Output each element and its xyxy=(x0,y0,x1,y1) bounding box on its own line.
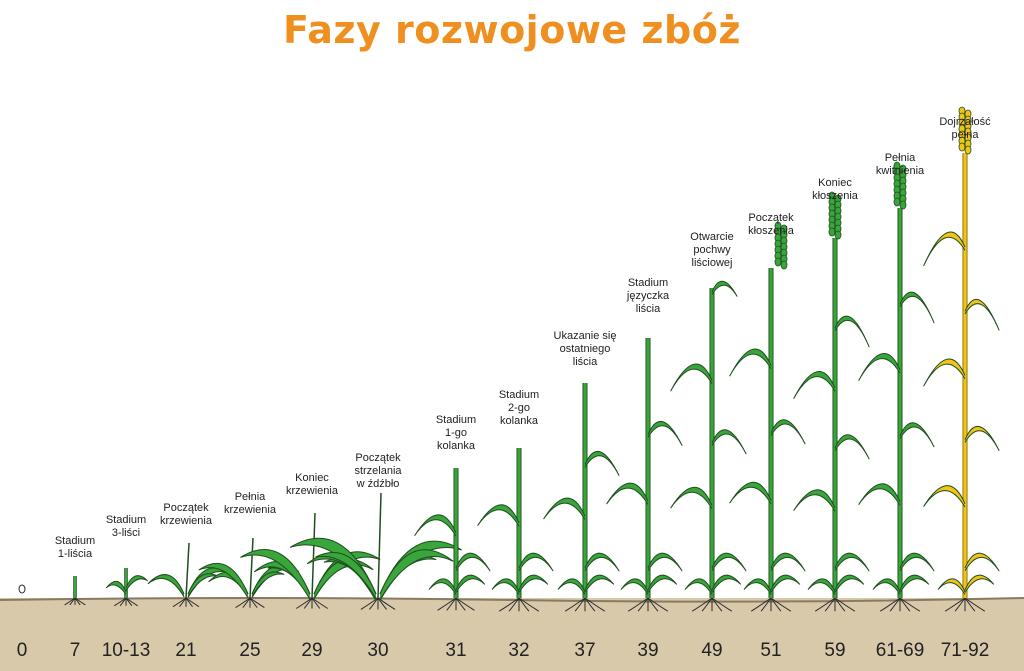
stage-code-21: 21 xyxy=(175,640,197,661)
plant-stage-7 xyxy=(64,576,86,606)
stage-code-0: 0 xyxy=(16,640,28,661)
stage-code-37: 37 xyxy=(574,640,596,661)
stage-label-29: Koniec krzewienia xyxy=(286,472,338,497)
stage-label-21: Początek krzewienia xyxy=(160,502,212,527)
stage-code-31: 31 xyxy=(445,640,467,661)
stage-code-25: 25 xyxy=(239,640,261,661)
stage-label-59: Koniec kłoszenia xyxy=(812,177,858,202)
plant-stage-21 xyxy=(147,542,232,608)
stage-label-25: Pełnia krzewienia xyxy=(224,491,276,516)
stage-code-71-92: 71-92 xyxy=(940,640,990,661)
stage-label-31: Stadium 1-go kolanka xyxy=(435,414,477,452)
stage-code-29: 29 xyxy=(301,640,323,661)
plant-stage-39 xyxy=(606,338,683,612)
plant-stage-25 xyxy=(198,537,299,609)
stage-code-49: 49 xyxy=(701,640,723,661)
diagram-title: Fazy rozwojowe zbóż xyxy=(283,8,741,52)
plant-stage-10-13 xyxy=(105,568,148,607)
plant-stage-61-69 xyxy=(858,161,935,612)
plant-stage-51 xyxy=(729,221,806,612)
plant-stage-59 xyxy=(793,191,870,612)
stage-code-59: 59 xyxy=(824,640,846,661)
stage-label-61-69: Pełnia kwitnienia xyxy=(875,152,925,177)
stage-label-32: Stadium 2-go kolanka xyxy=(498,389,540,427)
stage-code-51: 51 xyxy=(760,640,782,661)
soil-surface-line xyxy=(0,597,1024,603)
stage-code-32: 32 xyxy=(508,640,530,661)
plant-stage-30 xyxy=(289,492,463,610)
stage-code-30: 30 xyxy=(367,640,389,661)
stage-label-37: Ukazanie się ostatniego liścia xyxy=(553,330,617,368)
stage-label-71-92: Dojrzałość pełna xyxy=(939,116,991,141)
plant-stage-32 xyxy=(477,448,554,612)
plant-stage-0 xyxy=(18,584,26,594)
plant-stage-31 xyxy=(414,468,491,611)
stage-label-49: Otwarcie pochwy liściowej xyxy=(690,231,734,269)
plant-stage-49 xyxy=(670,280,747,612)
stage-code-61-69: 61-69 xyxy=(875,640,925,661)
stage-code-39: 39 xyxy=(637,640,659,661)
plant-stage-37 xyxy=(543,383,620,612)
stage-label-7: Stadium 1-liścia xyxy=(54,535,96,560)
stage-code-7: 7 xyxy=(69,640,81,661)
stage-label-51: Początek kłoszenia xyxy=(748,212,794,237)
plant-stage-29 xyxy=(240,512,381,609)
stage-label-39: Stadium języczka liścia xyxy=(626,277,670,315)
stage-label-10-13: Stadium 3-liści xyxy=(105,514,147,539)
stage-code-10-13: 10-13 xyxy=(101,640,151,661)
stage-label-30: Początek strzelania w źdźbło xyxy=(354,452,402,490)
plant-stage-71-92 xyxy=(923,106,1000,612)
